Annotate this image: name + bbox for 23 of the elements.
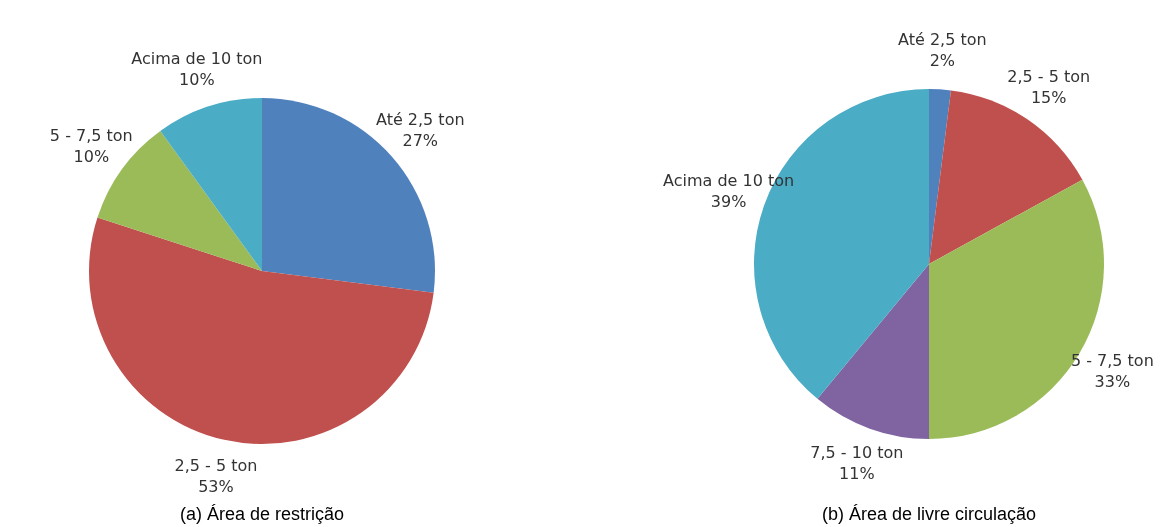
slice-label: 2,5 - 5 ton bbox=[1007, 66, 1091, 86]
data-label: 10% bbox=[73, 146, 110, 166]
slice-label: Acima de 10 ton bbox=[131, 49, 263, 69]
data-label: 39% bbox=[710, 191, 747, 211]
pie-slice bbox=[817, 264, 929, 439]
pie-slice bbox=[929, 90, 1083, 264]
data-label: 10% bbox=[179, 70, 215, 90]
slice-label: 5 - 7,5 ton bbox=[49, 125, 133, 145]
text: (b) Área de livre circulação bbox=[821, 504, 1037, 524]
data-label: 11% bbox=[839, 464, 875, 484]
data-label: 33% bbox=[1094, 372, 1131, 392]
slice-label: 2,5 - 5 ton bbox=[174, 455, 258, 475]
slice-label: Até 2,5 ton bbox=[898, 30, 987, 50]
data-label: 27% bbox=[402, 131, 439, 151]
slice-label: 7,5 - 10 ton bbox=[810, 443, 904, 463]
text: (a) Área de restrição bbox=[179, 504, 345, 524]
data-label: 2% bbox=[929, 51, 956, 71]
pie-slice bbox=[160, 98, 262, 271]
data-label: 15% bbox=[1030, 87, 1067, 107]
data-label: 53% bbox=[198, 476, 234, 496]
pie-slice bbox=[262, 98, 435, 293]
slice-label: Até 2,5 ton bbox=[375, 110, 465, 130]
pie-slice bbox=[89, 217, 434, 444]
